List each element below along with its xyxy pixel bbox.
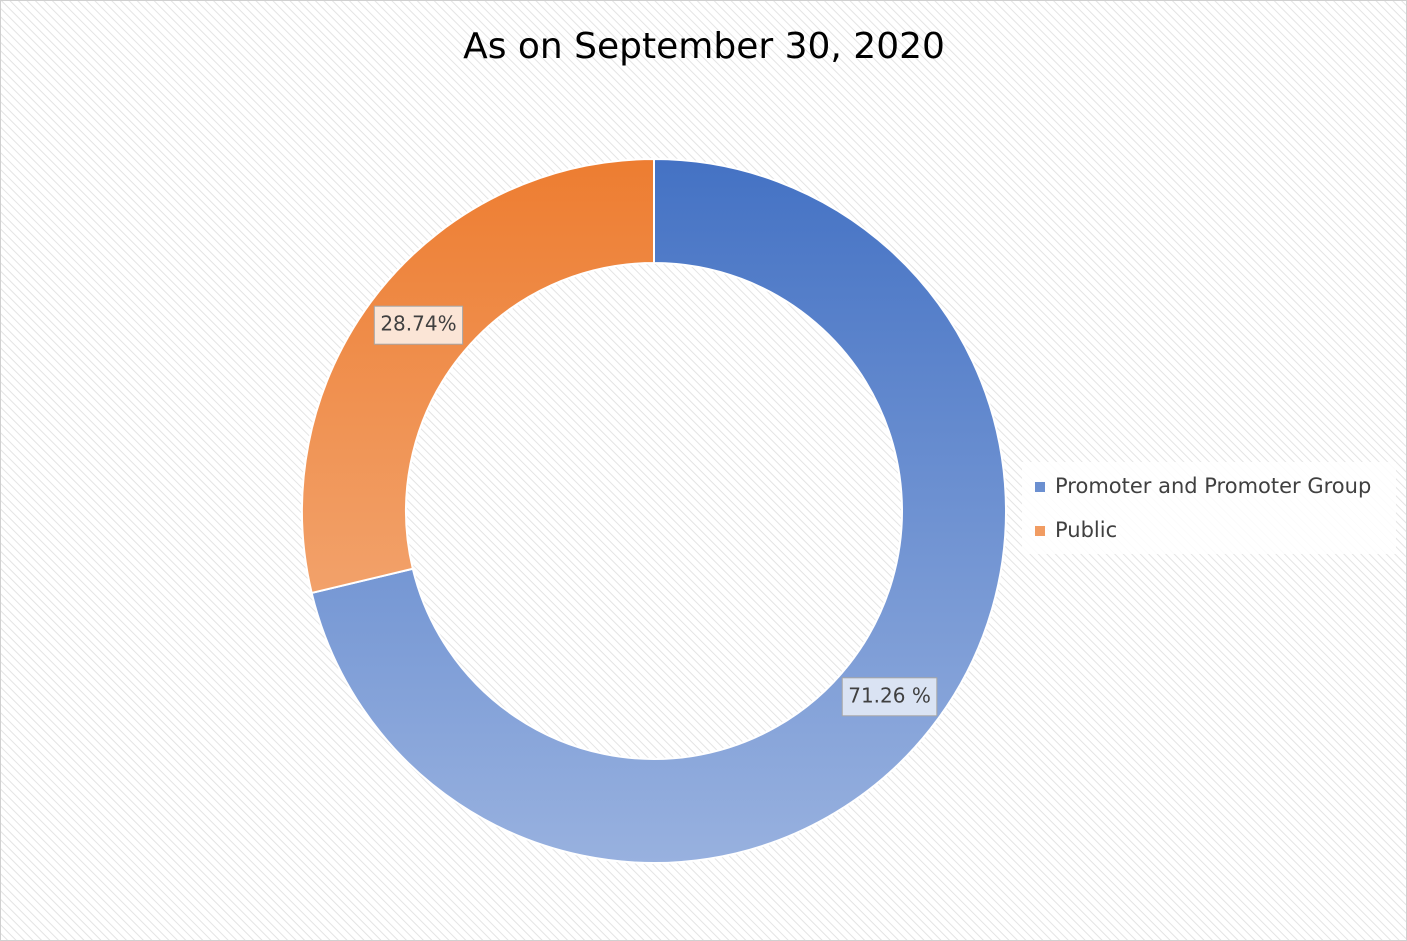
data-label-box — [841, 677, 938, 717]
donut-slice — [310, 157, 1007, 864]
legend-swatch — [1035, 482, 1045, 492]
legend-label: Promoter and Promoter Group — [1055, 474, 1371, 498]
legend-box — [1022, 462, 1396, 554]
chart-title: As on September 30, 2020 — [463, 26, 945, 67]
legend-label: Public — [1055, 518, 1117, 542]
legend-swatch — [1035, 526, 1045, 536]
data-label: 28.74% — [380, 312, 456, 336]
data-label-box — [373, 305, 464, 345]
data-label: 71.26 % — [848, 683, 931, 707]
donut-slice — [301, 157, 655, 595]
